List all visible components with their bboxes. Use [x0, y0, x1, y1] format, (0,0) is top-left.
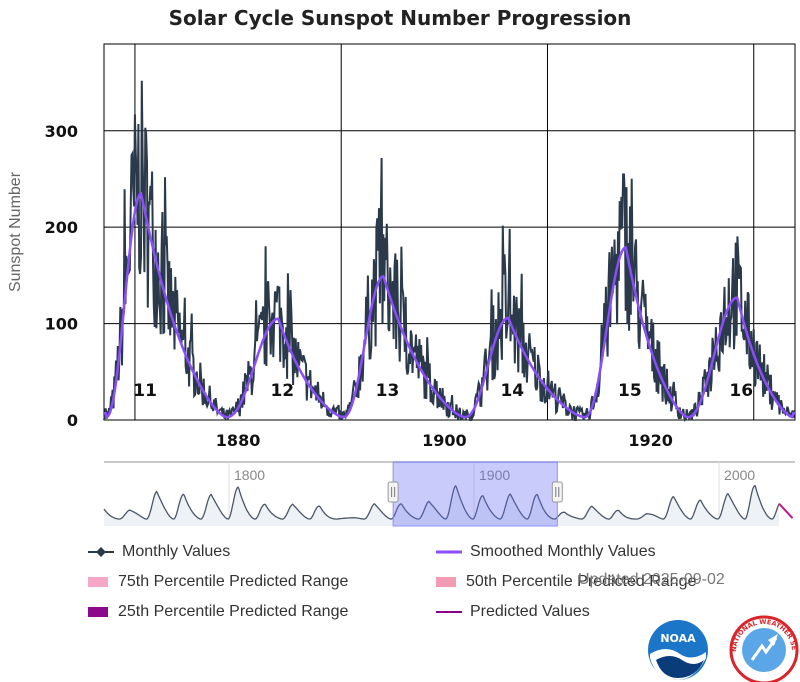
y-tick-label: 200	[45, 218, 78, 237]
legend-label: 50th Percentile Predicted Range	[466, 573, 697, 590]
navigator-line	[103, 484, 780, 520]
navigator-tick-label: 1900	[479, 467, 510, 483]
plot-grid	[103, 43, 796, 421]
navigator-handle-right[interactable]	[551, 481, 563, 503]
legend-label: Predicted Values	[470, 603, 590, 620]
noaa-logo-text: NOAA	[660, 632, 696, 645]
navigator-area	[104, 485, 780, 526]
legend-predicted-values[interactable]: Predicted Values	[434, 603, 590, 621]
series-monthly-values	[103, 80, 796, 423]
x-tick-label: 1900	[422, 431, 467, 450]
legend-label: 25th Percentile Predicted Range	[118, 603, 349, 620]
legend-predicted-line	[436, 611, 462, 613]
noaa-logo: NOAA	[648, 620, 708, 680]
cycle-label-15: 15	[618, 381, 642, 401]
legend-monthly-values[interactable]: Monthly Values	[86, 543, 230, 561]
legend-monthly-marker	[88, 547, 114, 557]
navigator-tick-label: 2000	[724, 467, 755, 483]
navigator-handle-left[interactable]	[387, 481, 399, 503]
legend-50th-percentile[interactable]: 50th Percentile Predicted Range	[436, 573, 696, 591]
handle-grip	[387, 481, 399, 503]
plot-frame	[103, 43, 796, 421]
cycle-label-11: 11	[133, 381, 157, 401]
cycle-label-14: 14	[500, 381, 524, 401]
legend-label: Smoothed Monthly Values	[470, 543, 656, 560]
legend-swatch-50th	[436, 577, 456, 587]
y-axis-label: Sunspot Number	[7, 171, 24, 292]
nws-logo: NATIONAL WEATHER SERVICE	[728, 612, 799, 682]
x-tick-label: 1880	[216, 431, 261, 450]
navigator-predicted-line	[778, 502, 794, 519]
navigator-selection	[392, 461, 558, 527]
handle-grip	[551, 481, 563, 503]
legend-25th-percentile[interactable]: 25th Percentile Predicted Range	[88, 603, 348, 621]
cycle-label-12: 12	[270, 381, 294, 401]
x-tick-label: 1920	[628, 431, 673, 450]
y-tick-label: 100	[45, 315, 78, 334]
plot-axes: 0 100 200 300 1880 1900 1920 Sunspot Number	[7, 122, 673, 450]
chart-title: Solar Cycle Sunspot Number Progression	[168, 6, 632, 30]
legend-label: 75th Percentile Predicted Range	[118, 573, 349, 590]
legend-label: Monthly Values	[122, 543, 231, 560]
cycle-label-16: 16	[729, 381, 753, 401]
updated-timestamp: Updated 2025-09-02	[578, 571, 725, 588]
legend-swatch-25th	[88, 607, 108, 617]
legend-75th-percentile[interactable]: 75th Percentile Predicted Range	[88, 573, 348, 591]
y-tick-label: 0	[67, 411, 78, 430]
y-tick-label: 300	[45, 122, 78, 141]
navigator[interactable]: 1800 1900 2000	[103, 461, 795, 527]
legend-swatch-75th	[88, 577, 108, 587]
legend-smoothed-values[interactable]: Smoothed Monthly Values	[434, 543, 656, 561]
series-smoothed-values	[104, 191, 795, 420]
legend-smoothed-line	[436, 550, 462, 554]
navigator-tick-label: 1800	[234, 467, 265, 483]
cycle-label-13: 13	[376, 381, 400, 401]
plot-series: 11 12 13 14 15 16	[103, 80, 796, 423]
